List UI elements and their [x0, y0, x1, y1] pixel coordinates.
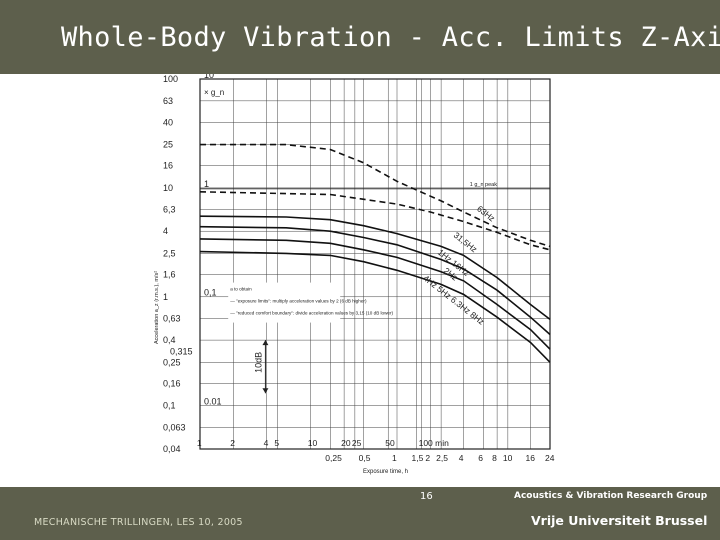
plot-frame [199, 78, 551, 450]
minute-tick-label: 25 [352, 438, 362, 448]
y-tick-label: 1 [163, 292, 168, 302]
title-bar [0, 0, 720, 74]
y-axis-title: Acceleration a_z (r.m.s.), m/s² [154, 271, 160, 344]
y-tick-label: 40 [163, 117, 173, 127]
y-tick-label: 0,16 [163, 378, 181, 388]
y-tick-label: 16 [163, 161, 173, 171]
legend-entry: — "exposure limits": multiply accelerati… [230, 299, 367, 304]
hour-tick-label: 24 [545, 453, 555, 463]
y-tick-label: 4 [163, 226, 168, 236]
legend-entry: a to obtain [230, 287, 252, 292]
y-tick-label: 0,315 [170, 346, 193, 356]
hour-tick-label: 1 [392, 453, 397, 463]
series-line [199, 250, 551, 363]
curve-label: 31,5Hz [452, 230, 479, 254]
y-tick-label: 0,04 [163, 444, 181, 454]
db-arrow-up [262, 340, 269, 346]
hour-tick-label: 6 [478, 453, 483, 463]
research-group-label: Acoustics & Vibration Research Group [514, 491, 708, 501]
series-line [199, 238, 551, 350]
y-tick-label: 100 [163, 74, 178, 84]
series-line [200, 143, 551, 248]
series-line [199, 215, 551, 321]
hour-tick-label: 2,5 [436, 453, 448, 463]
y-tick-label: 2,5 [163, 248, 176, 258]
y-tick-label: 0,25 [163, 357, 181, 367]
minute-tick-label: 20 [341, 438, 351, 448]
db-label: 10dB [253, 352, 263, 373]
hour-tick-label: 10 [503, 453, 513, 463]
university-name: Vrije Universiteit Brussel [531, 513, 708, 528]
hour-tick-label: 16 [525, 453, 535, 463]
chart-svg: 10063402516106,342,51,610,630,40,250,160… [154, 70, 555, 475]
slide-title: Whole-Body Vibration - Acc. Limits Z-Axi… [61, 22, 720, 53]
y-tick-label: 1,6 [163, 270, 176, 280]
legend-box [228, 282, 341, 323]
y-tick-label: 6,3 [163, 205, 176, 215]
y-tick-label: 0,1 [163, 401, 176, 411]
minute-tick-label: 2 [230, 438, 235, 448]
hour-tick-label: 4 [459, 453, 464, 463]
footer-bar [0, 487, 720, 540]
course-footer: MECHANISCHE TRILLINGEN, LES 10, 2005 [34, 517, 243, 528]
hour-tick-label: 2 [425, 453, 430, 463]
minute-tick-label: 50 [385, 438, 395, 448]
y-tick-label: 25 [163, 140, 173, 150]
y-tick-label: 0,4 [163, 335, 176, 345]
g-tick-label: 10 [204, 74, 214, 80]
minute-tick-label: 5 [274, 438, 279, 448]
series-line [199, 225, 551, 336]
hour-tick-label: 0,5 [359, 453, 371, 463]
y-tick-label: 0,063 [163, 423, 186, 433]
minute-tick-label: 10 [308, 438, 318, 448]
g-unit-label: × g_n [204, 88, 224, 97]
axis-layer [199, 78, 551, 450]
hour-tick-label: 8 [492, 453, 497, 463]
y-tick-label: 10 [163, 183, 173, 193]
hour-tick-label: 1,5 [412, 453, 424, 463]
minute-tick-label: 100 min [419, 438, 450, 448]
series-line [199, 191, 551, 251]
chart: 100 63 40 25 16 10 6,3 4 2,5 1,6 1 0,63 0,4 0,25 0,16 0… [140, 70, 570, 484]
slide-number: 16 [420, 491, 433, 502]
legend-entry: — "reduced comfort boundary": divide acc… [230, 311, 393, 316]
hour-tick-label: 0,25 [325, 453, 342, 463]
curve-label: 63Hz [475, 203, 497, 223]
x-axis-title: Exposure time, h [363, 469, 408, 475]
one-g-label: 1 g_n peak [470, 182, 497, 188]
g-tick-label: 0,1 [204, 288, 217, 298]
g-tick-label: 0.01 [204, 397, 222, 407]
g-tick-label: 1 [204, 179, 209, 189]
db-arrow-down [262, 388, 269, 394]
y-tick-label: 0,63 [163, 314, 181, 324]
minute-tick-label: 1 [197, 438, 202, 448]
series-layer [199, 143, 551, 363]
minute-tick-label: 4 [264, 438, 269, 448]
y-tick-label: 63 [163, 96, 173, 106]
